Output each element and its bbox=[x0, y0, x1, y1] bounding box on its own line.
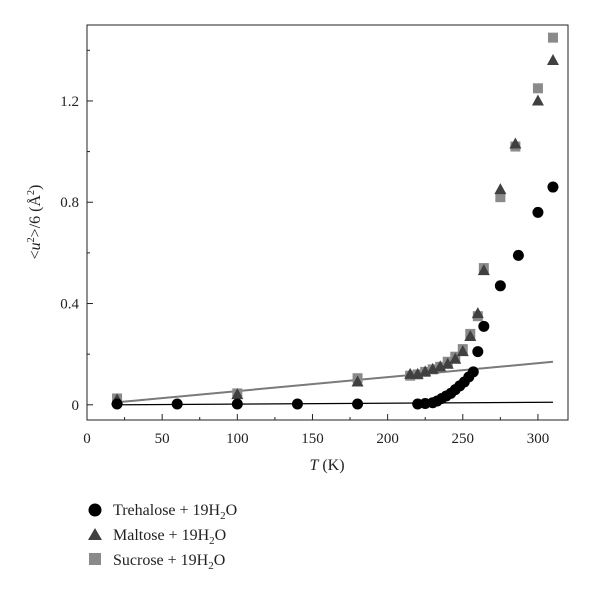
y-axis-title-italic: u bbox=[27, 242, 44, 250]
data-point-circle bbox=[494, 280, 506, 292]
data-point-circle bbox=[478, 320, 490, 332]
x-axis-title-rest: (K) bbox=[318, 457, 344, 474]
data-point-square bbox=[495, 192, 506, 203]
data-point-circle bbox=[231, 398, 243, 410]
data-point-triangle bbox=[477, 264, 490, 276]
legend-trehalose-pre: Trehalose + 19H bbox=[113, 502, 221, 519]
data-point-triangle bbox=[456, 345, 469, 357]
data-point-triangle bbox=[404, 367, 417, 379]
legend-marker-square bbox=[89, 553, 101, 565]
data-points bbox=[111, 32, 559, 410]
data-point-circle bbox=[352, 398, 364, 410]
legend-trehalose-sub: 2 bbox=[220, 510, 226, 522]
legend-sucrose-pre: Sucrose + 19H bbox=[113, 552, 209, 569]
y-axis-title-end: ) bbox=[27, 185, 44, 190]
legend-trehalose-post: O bbox=[226, 502, 238, 519]
data-point-triangle bbox=[231, 388, 244, 400]
data-point-triangle bbox=[494, 183, 507, 195]
legend: Trehalose + 19H2O Maltose + 19H2O Sucros… bbox=[88, 502, 237, 572]
legend-label-maltose: Maltose + 19H2O bbox=[113, 527, 226, 547]
legend-maltose-post: O bbox=[215, 527, 227, 544]
data-point-triangle bbox=[531, 94, 544, 106]
legend-sucrose-post: O bbox=[214, 552, 226, 569]
data-point-circle bbox=[532, 206, 544, 218]
legend-item-trehalose: Trehalose + 19H2O bbox=[88, 502, 237, 522]
legend-label-sucrose: Sucrose + 19H2O bbox=[113, 552, 225, 572]
y-axis-title: <u2>/6 (Å2) bbox=[26, 185, 44, 260]
x-tick-label: 250 bbox=[452, 431, 475, 447]
legend-marker-circle bbox=[88, 503, 102, 517]
x-tick-label: 200 bbox=[376, 431, 399, 447]
data-point-triangle bbox=[464, 329, 477, 341]
data-point-triangle bbox=[546, 53, 559, 65]
legend-item-maltose: Maltose + 19H2O bbox=[88, 527, 226, 547]
x-tick-label: 50 bbox=[155, 431, 170, 447]
legend-sucrose-sub: 2 bbox=[208, 560, 214, 572]
x-tick-label: 100 bbox=[226, 431, 249, 447]
y-axis-title-sup: 2 bbox=[26, 237, 37, 242]
data-point-triangle bbox=[471, 307, 484, 319]
plot-frame bbox=[86, 24, 569, 421]
legend-label-trehalose: Trehalose + 19H2O bbox=[113, 502, 237, 522]
data-point-circle bbox=[291, 398, 303, 410]
y-axis: 0 0.4 0.8 1.2 bbox=[60, 49, 93, 414]
data-point-circle bbox=[467, 366, 479, 378]
data-point-triangle bbox=[509, 137, 522, 149]
x-axis: 0 50 100 150 200 250 300 bbox=[83, 414, 549, 447]
plot-area bbox=[86, 24, 569, 421]
y-tick-label: 0.8 bbox=[60, 195, 79, 211]
fit-line bbox=[117, 401, 553, 406]
y-tick-label: 0.4 bbox=[60, 297, 79, 313]
data-point-triangle bbox=[441, 357, 454, 369]
x-tick-label: 300 bbox=[527, 431, 550, 447]
y-tick-label: 0 bbox=[72, 398, 80, 414]
data-point-circle bbox=[512, 249, 524, 261]
y-axis-title-post: >/6 (Å bbox=[26, 195, 44, 238]
x-axis-title-italic: T bbox=[309, 457, 319, 474]
legend-item-sucrose: Sucrose + 19H2O bbox=[89, 552, 225, 572]
data-point-circle bbox=[472, 346, 484, 358]
data-point-circle bbox=[171, 398, 183, 410]
legend-marker-triangle bbox=[88, 528, 102, 540]
y-axis-title-pre: < bbox=[27, 250, 44, 259]
fit-line bbox=[116, 360, 554, 404]
y-tick-label: 1.2 bbox=[60, 94, 79, 110]
data-point-square bbox=[532, 83, 543, 94]
legend-maltose-pre: Maltose + 19H bbox=[113, 527, 210, 544]
x-tick-label: 150 bbox=[301, 431, 324, 447]
legend-maltose-sub: 2 bbox=[209, 535, 215, 547]
data-point-circle bbox=[547, 181, 559, 193]
fit-lines bbox=[116, 360, 554, 406]
data-point-triangle bbox=[351, 375, 364, 387]
x-axis-title: T (K) bbox=[309, 457, 344, 474]
x-tick-label: 0 bbox=[83, 431, 91, 447]
y-axis-title-sup2: 2 bbox=[26, 190, 37, 195]
data-point-circle bbox=[111, 398, 123, 410]
data-point-square bbox=[547, 32, 558, 43]
data-point-triangle bbox=[449, 352, 462, 364]
